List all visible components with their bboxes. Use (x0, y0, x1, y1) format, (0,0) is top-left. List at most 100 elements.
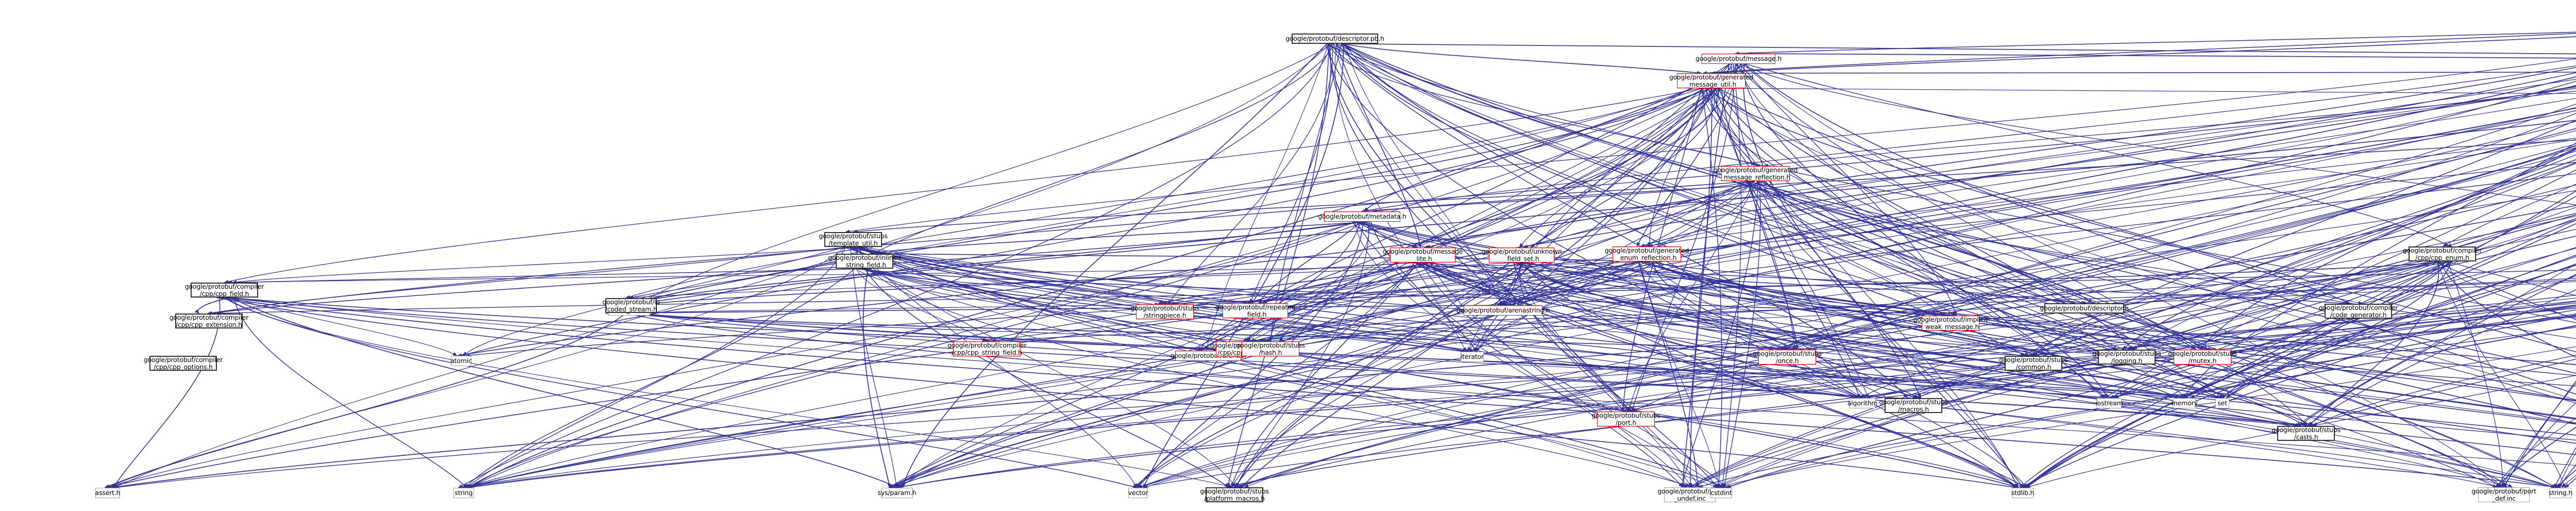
dependency-edge (2438, 261, 2576, 319)
dependency-edge (873, 268, 1236, 488)
dependency-edge (1235, 221, 1370, 488)
dependency-edge (467, 221, 1365, 488)
graph-node-n12[interactable]: google/protobuf/stubs /macros.h (1879, 398, 1948, 413)
graph-node-n17[interactable]: google/protobuf/stubs /stringpiece.h (1130, 304, 1199, 319)
dependency-edge (2132, 148, 2576, 350)
dependency-edge (2501, 383, 2576, 488)
graph-node-n21[interactable]: google/protobuf/stubs /once.h (1753, 349, 1822, 365)
graph-node-n10[interactable]: google/protobuf/stubs /common.h (1999, 355, 2068, 371)
graph-node-n42[interactable]: vector (1128, 488, 1148, 498)
dependency-edge (1723, 180, 1761, 488)
dependency-edge (1716, 346, 2576, 489)
dependency-edge (849, 246, 2576, 387)
graph-node-n22[interactable]: google/protobuf/stubs /mutex.h (2168, 349, 2237, 365)
dependency-edge (1737, 63, 2224, 399)
dependency-edge (1701, 88, 1722, 488)
graph-node-n39[interactable]: memory (2171, 398, 2198, 408)
graph-node-n53[interactable]: google/protobuf/compiler /cpp/cpp_enum.h (2402, 246, 2482, 261)
graph-node-n33[interactable]: sys/param.h (878, 488, 917, 498)
dependency-edge (1515, 262, 2557, 489)
graph-node-n46[interactable]: google/protobuf/generated _enum_reflecti… (1604, 246, 1689, 261)
graph-node-n51[interactable]: google/protobuf/stubs /template_util.h (819, 232, 888, 247)
graph-node-n14[interactable]: google/protobuf/stubs /platform_macros.h (1200, 487, 1269, 502)
graph-node-n28[interactable]: google/protobuf/compiler /cpp/cpp_extens… (169, 313, 249, 328)
dependency-edge (1137, 221, 1364, 488)
dependency-edge (218, 297, 2562, 489)
dependency-edge (1259, 221, 1361, 304)
dependency-edge (637, 302, 1160, 314)
graph-node-n30[interactable]: google/protobuf/compiler /cpp/cpp_field.… (184, 282, 264, 298)
graph-node-n25[interactable]: google/protobuf/inlined _string_field.h (828, 253, 901, 269)
dependency-edge (1364, 88, 1711, 212)
graph-node-n36[interactable]: iterator (1461, 352, 1484, 362)
dependency-edge (892, 262, 1532, 488)
graph-node-n18[interactable]: google/protobuf/repeated _field.h (1215, 303, 1296, 318)
graph-node-n38[interactable]: iostream (2095, 398, 2123, 408)
dependency-edge (2200, 147, 2576, 350)
graph-node-n13[interactable]: google/protobuf/stubs /port.h (1591, 411, 1660, 426)
dependency-edge (845, 58, 2576, 234)
dependency-edge (1514, 262, 1861, 399)
dependency-edge (207, 88, 2576, 315)
graph-node-n32[interactable]: string (453, 488, 474, 498)
dependency-edge (1513, 262, 2576, 423)
dependency-edge (1782, 104, 2576, 350)
graph-node-n37[interactable]: algorithm (1848, 398, 1877, 408)
dependency-edge (1655, 261, 2040, 357)
dependency-edge (1143, 261, 2439, 488)
dependency-edge (2023, 154, 2576, 356)
graph-node-n2[interactable]: google/protobuf/descriptor.pb.h (1285, 34, 1384, 44)
graph-node-n9[interactable]: google/protobuf/descriptor.h (2040, 303, 2129, 314)
graph-node-n43[interactable]: cstdint (1710, 488, 1732, 498)
graph-node-n26[interactable]: google/protobuf/message _lite.h (1382, 247, 1463, 262)
dependency-edge (2495, 426, 2576, 488)
graph-node-n19[interactable]: google/protobuf/arenastring.h (1456, 305, 1550, 316)
graph-node-n27[interactable]: google/protobuf/unknown _field_set.h (1481, 247, 1562, 262)
dependency-edge (1681, 88, 1713, 488)
dependency-edge (1765, 180, 2576, 424)
dependency-edge (468, 63, 1748, 488)
dependency-edge (1512, 262, 2349, 305)
dependency-edge (625, 63, 1738, 306)
dependency-edge (2440, 261, 2576, 358)
dependency-edge (862, 268, 2026, 488)
dependency-edge (1419, 262, 2188, 399)
dependency-edge (109, 261, 2432, 489)
dependency-edge (2442, 184, 2576, 247)
graph-node-n50[interactable]: google/protobuf/io /coded_stream.h (602, 298, 660, 313)
dependency-edge (1371, 139, 2576, 213)
dependency-edge (1244, 151, 2576, 488)
dependency-edge (1328, 43, 1866, 399)
graph-node-n47[interactable]: google/protobuf/compiler /cpp/cpp_string… (947, 341, 1027, 356)
dependency-edge (1262, 88, 1708, 304)
dependency-edge (232, 246, 863, 284)
dependency-edge (870, 221, 1370, 255)
graph-node-n44[interactable]: atomic (450, 356, 472, 366)
graph-node-n11[interactable]: google/protobuf/stubs /logging.h (2092, 349, 2161, 365)
graph-node-n60[interactable]: string.h (2549, 488, 2572, 498)
dependency-edge (2503, 402, 2576, 488)
dependency-edge (1231, 262, 1419, 488)
dependency-edge (1861, 306, 2576, 399)
dependency-edge (1512, 262, 2576, 365)
graph-node-n52[interactable]: google/protobuf/implicit _weak_message.h (1913, 315, 1988, 331)
graph-node-n4[interactable]: google/protobuf/generated _message_util.… (1669, 73, 1754, 88)
graph-node-n31[interactable]: assert.h (95, 488, 121, 498)
graph-node-n16[interactable]: google/protobuf/port _def.inc (2471, 487, 2536, 502)
dependency-edge (2130, 235, 2576, 350)
dependency-edge (855, 246, 1229, 488)
graph-node-n40[interactable]: set (2215, 398, 2229, 408)
graph-node-n34[interactable]: stdlib.h (2011, 488, 2034, 498)
graph-node-n24[interactable]: google/protobuf/generated _message_refle… (1713, 166, 1798, 181)
graph-node-n3[interactable]: google/protobuf/message.h (1696, 54, 1782, 64)
graph-node-n15[interactable]: google/protobuf/port _undef.inc (1657, 487, 1722, 502)
dependency-edge (465, 261, 1639, 357)
graph-node-n59[interactable]: google/protobuf/stubs /casts.h (2272, 425, 2341, 441)
graph-node-n8[interactable]: google/protobuf/compiler /code_generator… (2318, 303, 2398, 319)
dependency-edge (2307, 289, 2576, 426)
graph-node-n49[interactable]: google/protobuf/stubs /hash.h (1236, 341, 1305, 356)
graph-node-n23[interactable]: google/protobuf/metadata.h (1318, 211, 1406, 222)
graph-node-n29[interactable]: google/protobuf/compiler /cpp/cpp_option… (143, 355, 223, 371)
dependency-edge (856, 268, 1953, 318)
